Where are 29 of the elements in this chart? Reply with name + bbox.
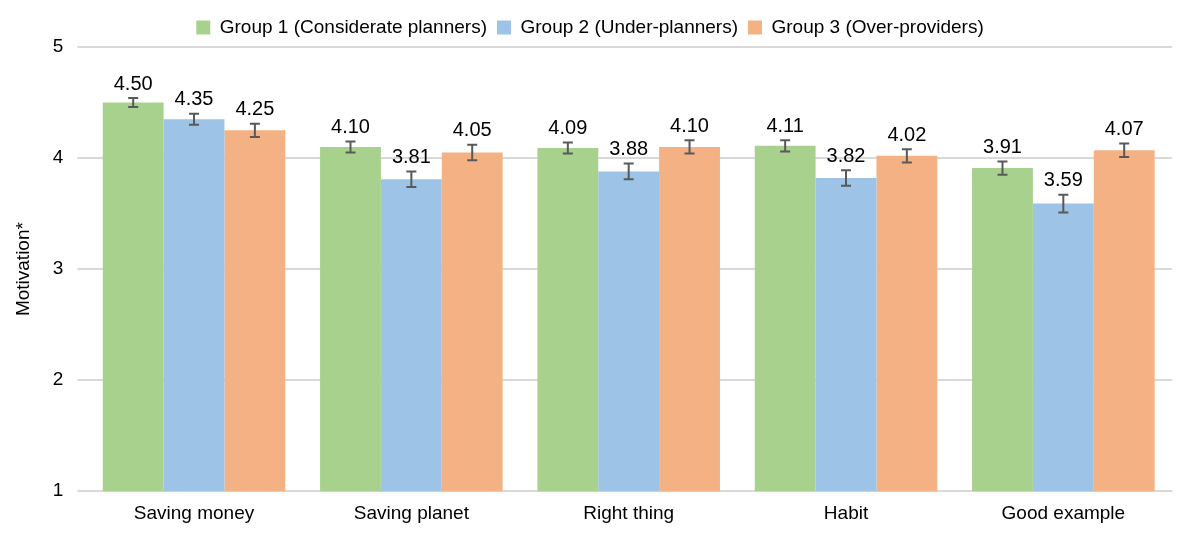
data-label: 4.11 (766, 113, 804, 136)
legend-label: Group 3 (Over-providers) (771, 15, 984, 37)
legend-label: Group 1 (Considerate planners) (219, 15, 487, 37)
data-label: 4.09 (548, 116, 588, 139)
y-tick-label: 1 (52, 479, 64, 501)
data-label: 3.82 (826, 143, 866, 166)
y-tick-label: 3 (52, 257, 64, 279)
x-tick-label: Saving money (133, 501, 255, 523)
y-tick-label: 2 (52, 368, 64, 390)
data-label: 3.88 (609, 137, 649, 160)
data-label: 4.07 (1104, 117, 1144, 140)
legend-label: Group 2 (Under-planners) (520, 15, 739, 37)
data-label: 4.35 (174, 87, 214, 110)
data-label: 4.05 (452, 118, 492, 141)
y-axis-title: Motivation* (11, 221, 33, 317)
y-tick-label: 5 (52, 35, 64, 57)
data-label: 3.91 (983, 134, 1022, 157)
x-tick-label: Habit (823, 501, 869, 523)
data-label: 4.10 (670, 113, 709, 136)
data-label: 3.81 (391, 144, 431, 167)
x-tick-label: Right thing (583, 501, 675, 523)
y-tick-label: 4 (52, 146, 64, 168)
data-label: 4.02 (887, 122, 927, 145)
x-tick-label: Good example (1001, 501, 1126, 523)
x-tick-label: Saving planet (353, 501, 470, 523)
data-label: 4.10 (331, 114, 370, 137)
data-label: 3.59 (1043, 168, 1083, 191)
data-label: 4.25 (235, 97, 275, 120)
data-label: 4.50 (113, 71, 153, 94)
